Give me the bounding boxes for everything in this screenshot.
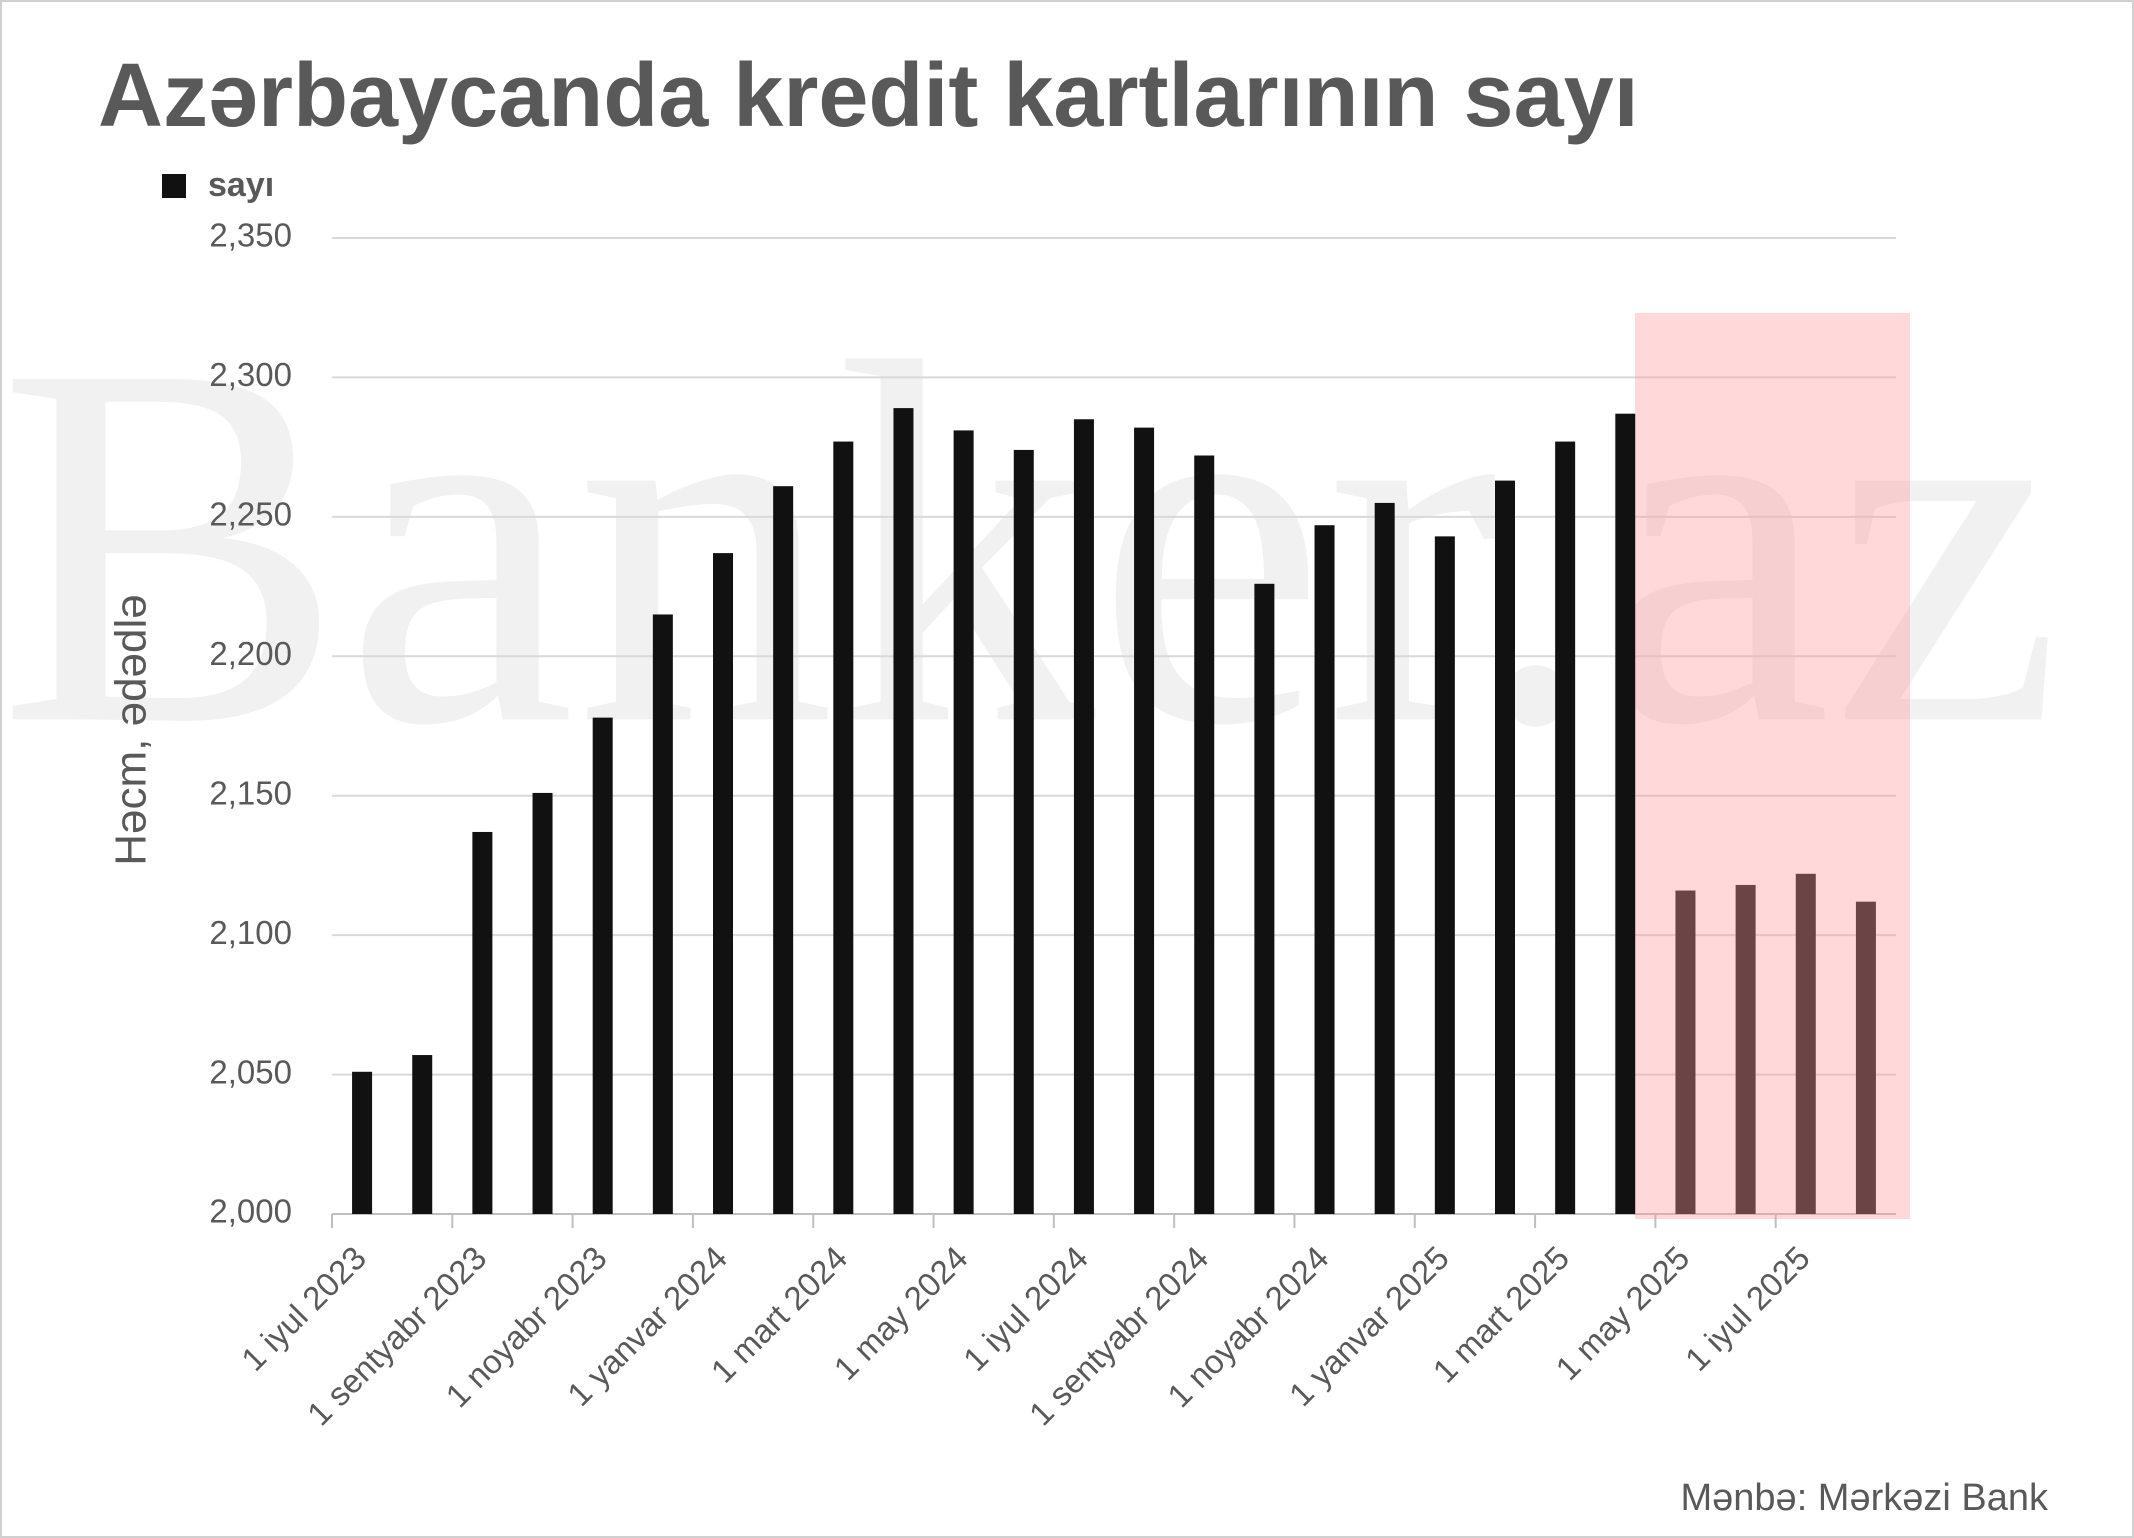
legend-label: sayı [208,166,274,204]
bar [1374,502,1395,1214]
legend-swatch [162,174,186,198]
y-tick-label: 2,050 [209,1053,292,1090]
bar [713,553,733,1214]
bar [833,441,854,1215]
bar [1194,455,1215,1215]
y-tick-label: 2,350 [209,217,292,254]
bar [592,717,613,1214]
bar [1434,536,1455,1214]
bar [352,1071,373,1214]
bar [472,831,493,1214]
y-tick-label: 2,150 [209,774,292,811]
y-tick-label: 2,000 [209,1193,292,1230]
bar [1555,441,1576,1215]
bar [532,792,553,1214]
y-tick-label: 2,100 [209,914,292,951]
bar [1314,525,1335,1214]
bar [652,614,673,1214]
highlight [1635,313,1910,1219]
bar [953,430,974,1214]
bar [1795,873,1816,1214]
bar [1254,583,1275,1214]
y-tick-label: 2,300 [209,356,292,393]
bar [893,408,914,1214]
bar [1735,884,1756,1214]
bar [412,1055,433,1214]
chart-title: Azərbaycanda kredit kartlarının sayı [98,46,1639,146]
bar [773,486,794,1214]
bar [1615,413,1636,1214]
y-axis-title: Həcm, ədədlə [107,594,156,865]
source: Mənbə: Mərkəzi Bank [1681,1477,2049,1519]
bar [1675,890,1696,1214]
bar [1495,480,1515,1214]
bar [1013,449,1034,1215]
y-tick-label: 2,200 [209,635,292,672]
y-tick-label: 2,250 [209,496,292,533]
bar [1134,427,1155,1214]
bar [1855,901,1876,1214]
bar [1073,419,1094,1214]
